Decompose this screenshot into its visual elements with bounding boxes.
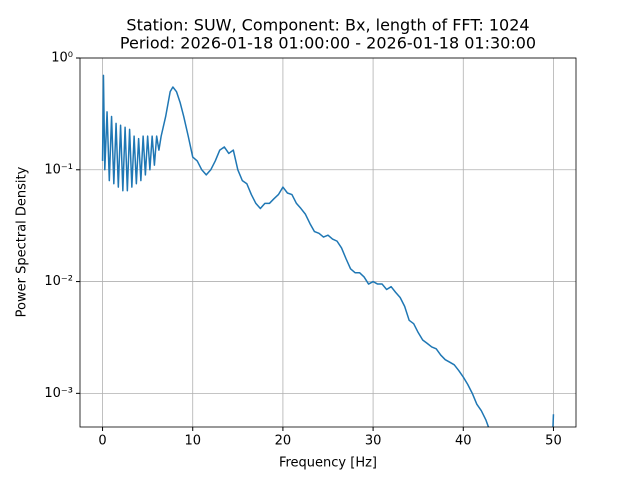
x-tick-label: 40: [455, 434, 472, 449]
x-axis-label: Frequency [Hz]: [279, 456, 377, 471]
chart-title: Station: SUW, Component: Bx, length of F…: [126, 16, 529, 35]
x-tick-label: 30: [365, 434, 382, 449]
psd-line: [101, 74, 555, 427]
x-tick-label: 20: [275, 434, 292, 449]
x-tick-label: 10: [184, 434, 201, 449]
y-tick-label: 10⁻³: [44, 386, 73, 401]
axes-frame: [79, 57, 577, 428]
y-tick-label: 10⁻²: [44, 274, 73, 289]
chart-subtitle: Period: 2026-01-18 01:00:00 - 2026-01-18…: [120, 34, 536, 53]
y-tick-label: 10⁰: [51, 51, 73, 66]
y-tick-label: 10⁻¹: [44, 162, 73, 177]
y-axis-label: Power Spectral Density: [15, 166, 30, 317]
x-tick-label: 0: [98, 434, 106, 449]
x-tick-label: 50: [545, 434, 562, 449]
